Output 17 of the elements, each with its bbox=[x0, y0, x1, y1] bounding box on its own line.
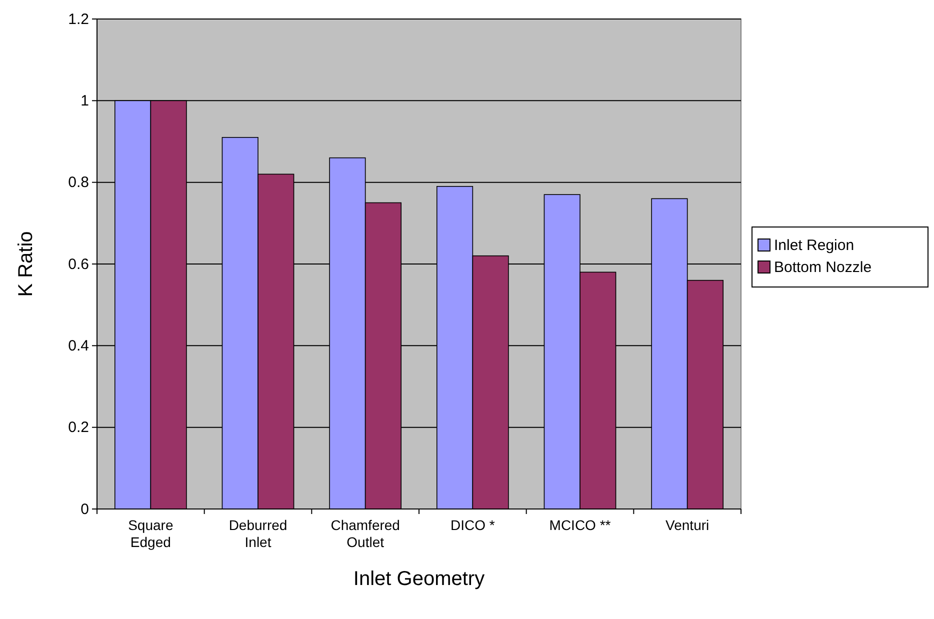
x-tick-label: DICO * bbox=[450, 517, 496, 534]
y-tick-label: 0.6 bbox=[68, 256, 89, 273]
y-tick-label: 0.2 bbox=[68, 419, 89, 436]
y-tick-label: 1 bbox=[80, 92, 89, 110]
x-tick-label: Venturi bbox=[666, 517, 710, 534]
y-tick-label: 1.2 bbox=[68, 10, 89, 28]
x-tick-label: Deburred Inlet bbox=[228, 517, 288, 550]
y-tick-label: 0.4 bbox=[68, 337, 89, 354]
x-axis-title: Inlet Geometry bbox=[353, 568, 485, 590]
x-tick-label: Chamfered Outlet bbox=[330, 517, 400, 550]
x-tick-label: MCICO ** bbox=[549, 517, 612, 534]
y-tick-label: 0 bbox=[80, 500, 89, 518]
x-tick-label: Square Edged bbox=[128, 517, 174, 550]
y-tick-label: 0.8 bbox=[68, 174, 89, 192]
legend-label: Inlet Region bbox=[774, 237, 854, 254]
legend-label: Bottom Nozzle bbox=[774, 259, 872, 276]
y-axis-title: K Ratio bbox=[15, 231, 37, 297]
